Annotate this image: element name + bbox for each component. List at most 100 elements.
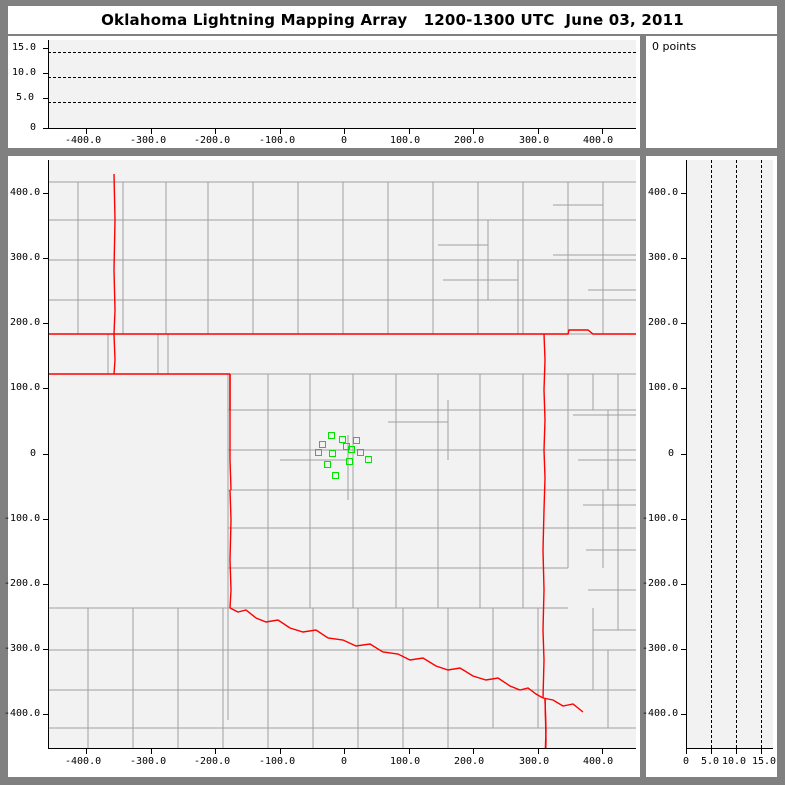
gridline-10 [48, 77, 636, 78]
map-geography [48, 173, 636, 748]
xtick-label: 15.0 [752, 756, 777, 767]
xtick-label: 10.0 [722, 756, 747, 767]
ytick-mark [681, 258, 686, 259]
ytick-mark [43, 98, 48, 99]
xtick-label: -100.0 [259, 756, 296, 767]
xtick-mark [344, 749, 345, 754]
xtick-label: -200.0 [194, 135, 231, 146]
xtick-label: -200.0 [194, 756, 231, 767]
xtick-mark [151, 129, 152, 134]
lma-source-marker [345, 457, 353, 465]
xtick-label: -300.0 [130, 756, 167, 767]
ytick-mark [681, 454, 686, 455]
xtick-label: 400.0 [583, 135, 614, 146]
plan-view-map-plot-area[interactable] [48, 160, 636, 748]
lma-source-marker [327, 431, 335, 439]
xtick-label: 300.0 [519, 756, 550, 767]
xtick-mark [538, 129, 539, 134]
projection-x-axis [686, 748, 773, 749]
xtick-mark [151, 749, 152, 754]
map-x-axis [48, 748, 636, 749]
ytick-mark [681, 714, 686, 715]
ytick-mark [43, 73, 48, 74]
time-height-x-axis [48, 128, 636, 129]
xtick-mark [280, 129, 281, 134]
ytick-mark [681, 519, 686, 520]
ytick-label: 100.0 [648, 382, 679, 393]
xtick-mark [86, 129, 87, 134]
ytick-label: 200.0 [648, 317, 679, 328]
xtick-mark [686, 749, 687, 754]
xtick-mark [761, 749, 762, 754]
gridline-10 [736, 160, 737, 748]
xtick-mark [344, 129, 345, 134]
lma-source-marker [319, 440, 327, 448]
xtick-mark [602, 129, 603, 134]
lma-source-marker [364, 456, 372, 464]
lma-source-marker [357, 448, 365, 456]
ytick-label: -400.0 [4, 708, 41, 719]
xtick-label: 0 [341, 135, 348, 146]
ytick-label: -300.0 [4, 643, 41, 654]
ytick-label: 15.0 [12, 42, 37, 53]
xtick-label: 0 [683, 756, 690, 767]
ytick-label: 5.0 [16, 92, 35, 103]
ytick-mark [681, 388, 686, 389]
lma-source-marker [323, 461, 331, 469]
xtick-label: -100.0 [259, 135, 296, 146]
xtick-label: -300.0 [130, 135, 167, 146]
xtick-label: 5.0 [701, 756, 720, 767]
gridline-5 [711, 160, 712, 748]
ytick-mark [43, 454, 48, 455]
xtick-mark [215, 749, 216, 754]
lma-source-marker [328, 449, 336, 457]
ytick-mark [681, 193, 686, 194]
lma-source-marker [339, 435, 347, 443]
ytick-mark [43, 714, 48, 715]
time-height-y-axis [48, 40, 49, 128]
plan-view-map-panel[interactable]: 400.0 300.0 200.0 100.0 0 -100.0 -200.0 … [4, 156, 640, 777]
ytick-mark [43, 388, 48, 389]
xtick-mark [602, 749, 603, 754]
ytick-label: 0 [30, 448, 37, 459]
ytick-mark [43, 649, 48, 650]
time-height-plot-area[interactable] [48, 40, 636, 128]
ytick-label: 0 [668, 448, 675, 459]
xtick-label: 200.0 [454, 135, 485, 146]
ytick-label: 400.0 [648, 187, 679, 198]
ytick-label: 0 [30, 122, 37, 133]
lma-source-marker [348, 445, 356, 453]
point-count-label: 0 points [652, 40, 697, 53]
ytick-label: 200.0 [10, 317, 41, 328]
xtick-label: 100.0 [390, 135, 421, 146]
page-title: Oklahoma Lightning Mapping Array 1200-13… [101, 11, 684, 29]
xtick-mark [473, 129, 474, 134]
title-bar: Oklahoma Lightning Mapping Array 1200-13… [8, 6, 777, 34]
lma-source-marker [353, 436, 361, 444]
xtick-mark [473, 749, 474, 754]
xtick-label: 100.0 [390, 756, 421, 767]
xtick-mark [215, 129, 216, 134]
ytick-label: -100.0 [642, 513, 679, 524]
ytick-mark [43, 193, 48, 194]
gridline-5 [48, 102, 636, 103]
ytick-mark [681, 323, 686, 324]
ytick-label: 300.0 [10, 252, 41, 263]
ytick-mark [681, 649, 686, 650]
ytick-mark [43, 258, 48, 259]
xtick-mark [280, 749, 281, 754]
ytick-label: 300.0 [648, 252, 679, 263]
xtick-label: -400.0 [65, 135, 102, 146]
xtick-label: 400.0 [583, 756, 614, 767]
east-west-projection-panel[interactable]: 400.0 300.0 200.0 100.0 0 -100.0 -200.0 … [642, 156, 777, 777]
xtick-label: -400.0 [65, 756, 102, 767]
ytick-label: -200.0 [642, 578, 679, 589]
xtick-mark [409, 129, 410, 134]
east-west-projection-plot-area[interactable] [686, 160, 773, 748]
time-height-panel[interactable]: 15.0 10.0 5.0 0 -400.0 -300.0 -200.0 -10… [8, 36, 640, 148]
ytick-label: -400.0 [642, 708, 679, 719]
ytick-label: -100.0 [4, 513, 41, 524]
ytick-label: -300.0 [642, 643, 679, 654]
map-y-axis [48, 160, 49, 748]
